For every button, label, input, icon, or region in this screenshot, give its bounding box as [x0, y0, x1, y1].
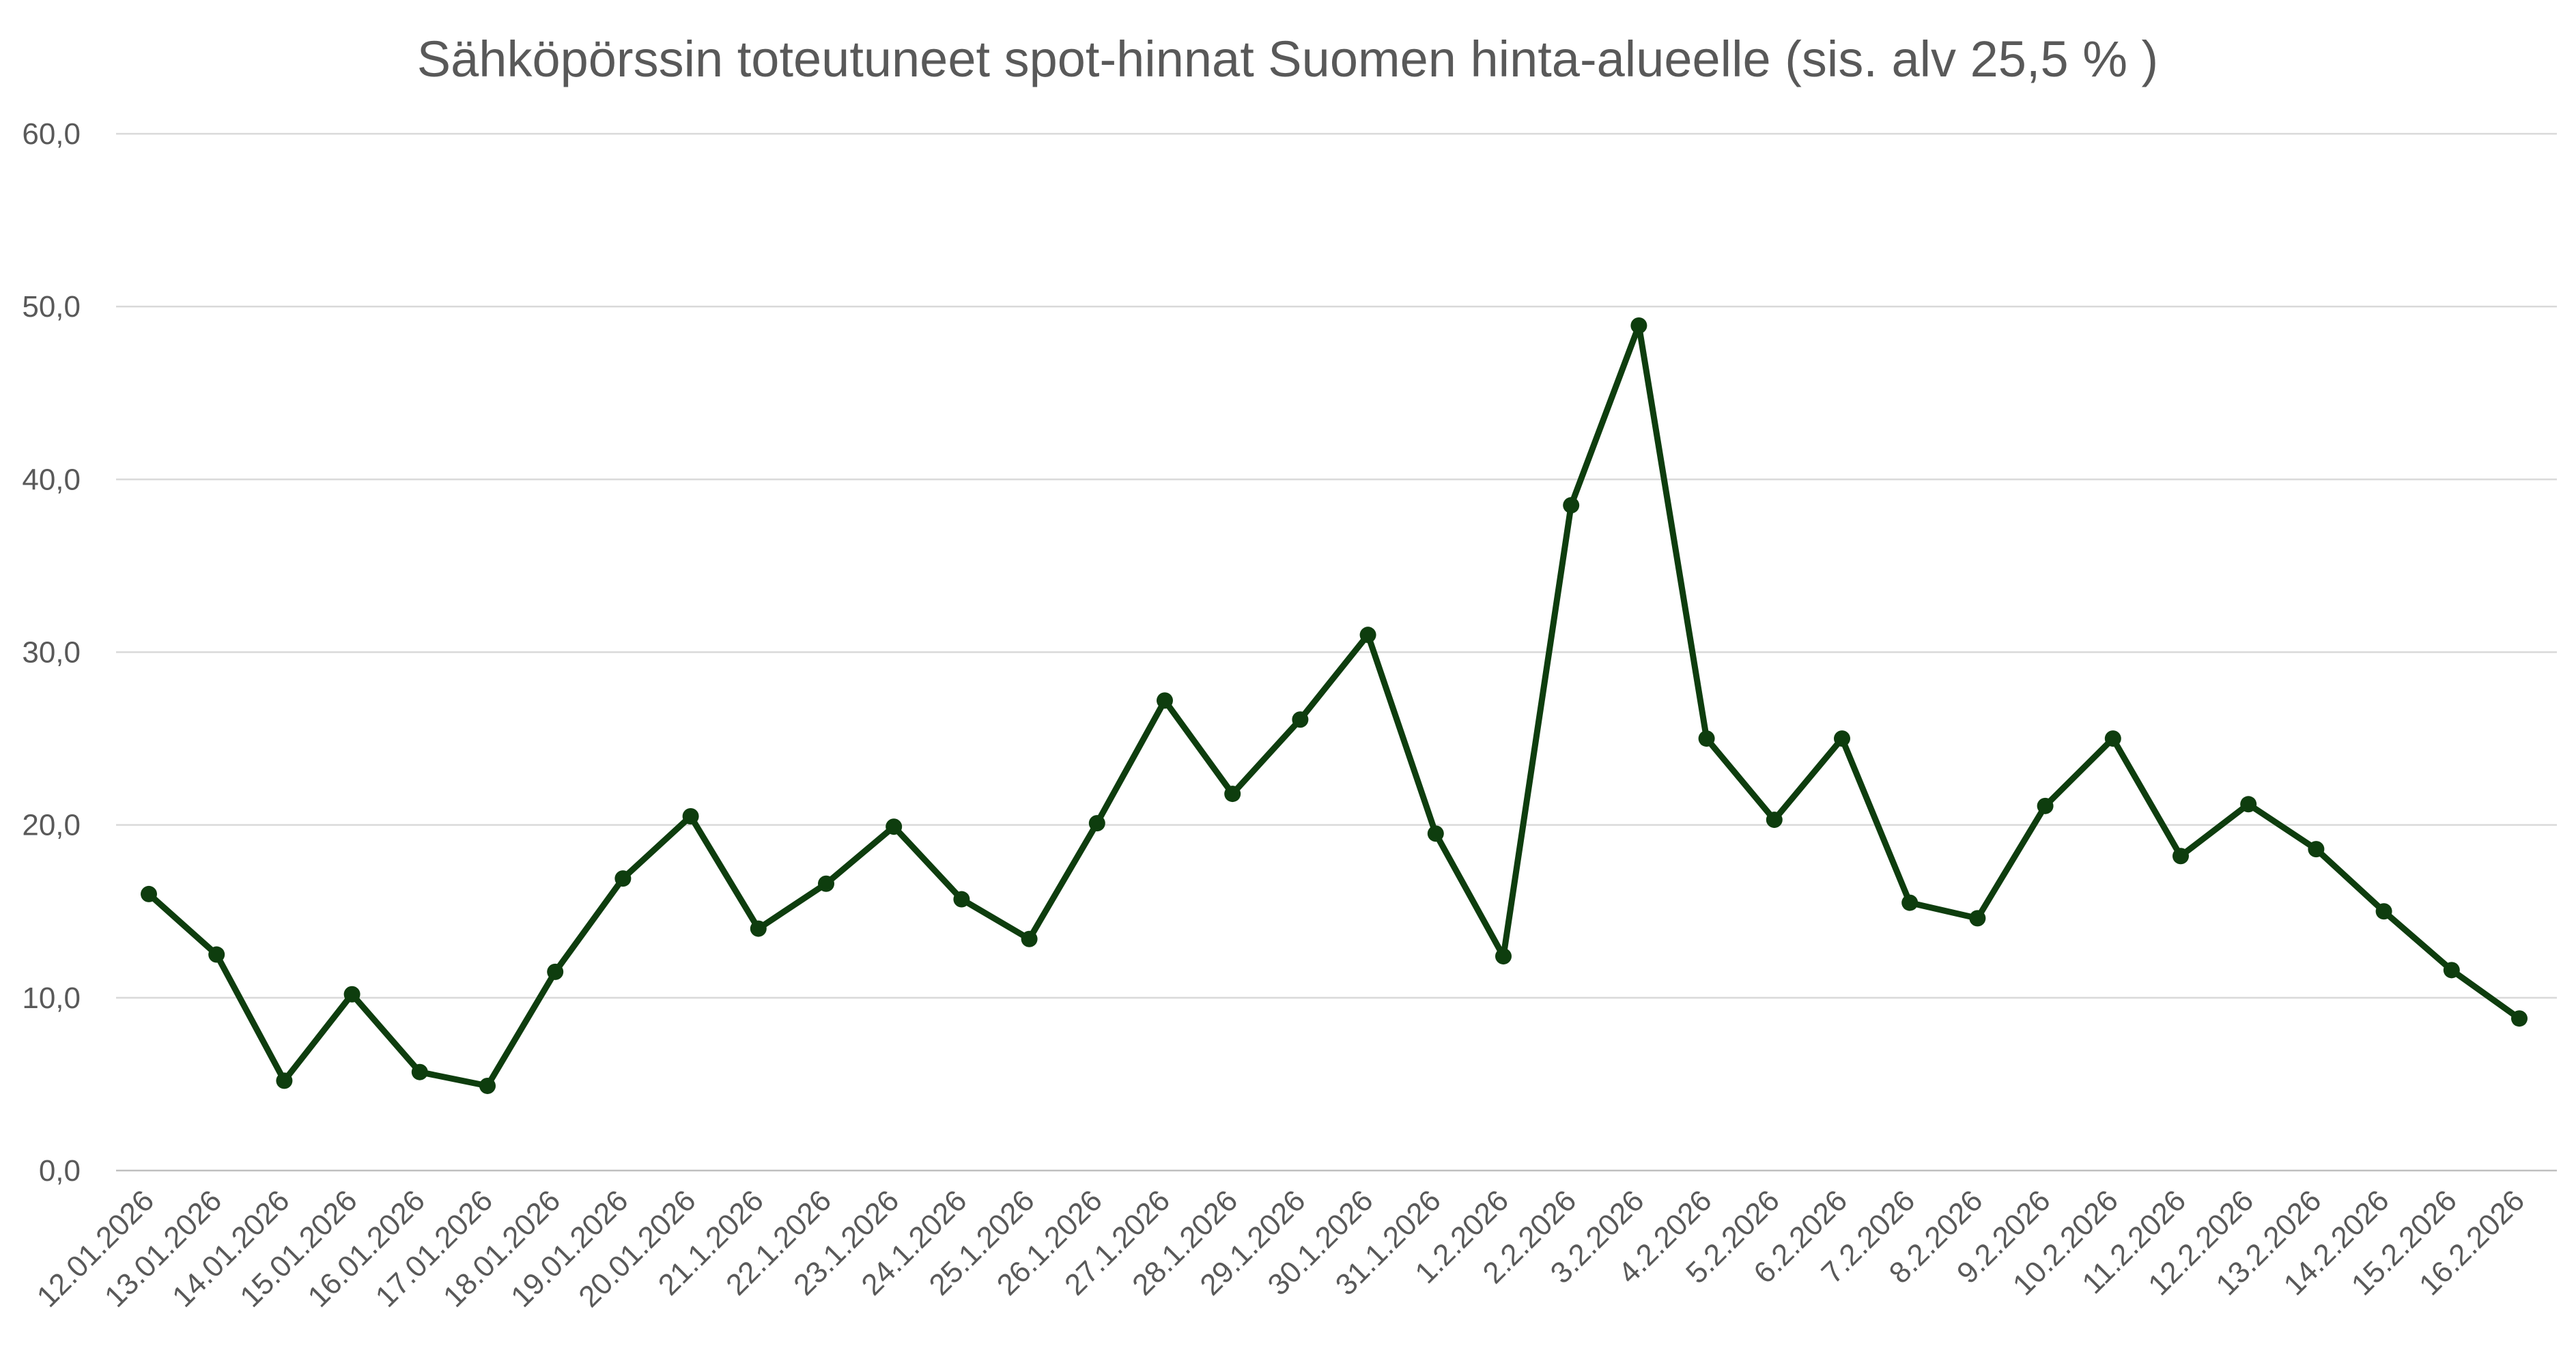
data-point: [1495, 948, 1512, 965]
data-point: [1766, 812, 1783, 829]
data-point: [276, 1072, 293, 1089]
data-point: [818, 875, 834, 892]
data-point: [1630, 317, 1647, 334]
data-point: [2240, 796, 2257, 813]
data-point: [1563, 497, 1580, 514]
data-point: [547, 963, 564, 980]
data-point: [2375, 903, 2392, 920]
data-point: [2104, 730, 2121, 747]
y-tick-label: 60,0: [22, 117, 81, 151]
data-point: [1427, 825, 1444, 842]
gridlines: [116, 132, 2557, 1172]
data-point: [1901, 894, 1919, 911]
data-point: [1834, 730, 1850, 747]
data-point: [2308, 841, 2325, 858]
data-point: [343, 986, 360, 1003]
y-tick-label: 20,0: [22, 809, 81, 842]
data-point: [1292, 711, 1309, 728]
data-point: [1157, 692, 1173, 709]
y-tick-label: 30,0: [22, 636, 81, 670]
data-point: [953, 891, 970, 908]
data-point: [1698, 730, 1715, 747]
data-point: [208, 946, 225, 963]
data-point: [411, 1063, 428, 1080]
data-point: [1088, 815, 1105, 832]
data-point: [1969, 910, 1986, 927]
data-point: [1021, 930, 1038, 947]
data-point: [141, 885, 157, 902]
data-point: [2172, 848, 2189, 865]
data-point: [2443, 962, 2460, 979]
y-tick-label: 40,0: [22, 463, 81, 496]
price-series: [141, 317, 2528, 1094]
data-point: [682, 808, 699, 825]
series-line: [145, 322, 2523, 1089]
data-point: [1359, 627, 1376, 644]
y-tick-label: 0,0: [39, 1154, 81, 1188]
data-point: [750, 920, 767, 937]
data-point: [479, 1077, 496, 1094]
data-point: [1224, 786, 1241, 803]
data-point: [886, 818, 903, 835]
data-point: [2511, 1010, 2528, 1027]
y-tick-label: 50,0: [22, 290, 81, 324]
chart-title: Sähköpörssin toteutuneet spot-hinnat Suo…: [417, 31, 2158, 87]
data-point: [2037, 797, 2054, 814]
data-point: [614, 870, 632, 887]
y-tick-label: 10,0: [22, 981, 81, 1015]
y-axis-tick-labels: 0,0 10,0 20,0 30,0 40,0 50,0 60,0: [22, 117, 81, 1188]
